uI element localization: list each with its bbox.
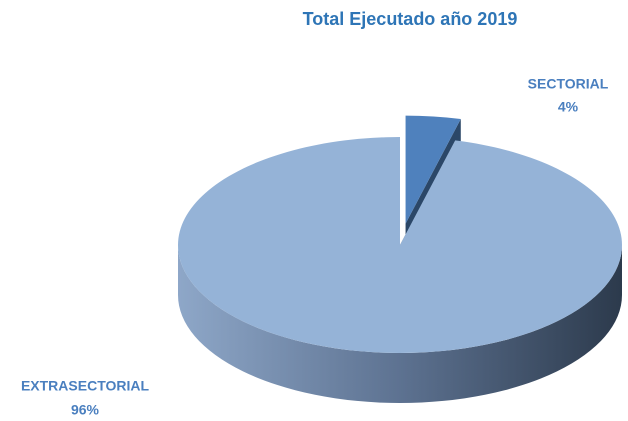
value-label: 96% xyxy=(71,402,100,418)
slice-label: EXTRASECTORIAL xyxy=(21,378,150,394)
slice-top xyxy=(405,115,461,224)
pie xyxy=(178,115,623,403)
slice xyxy=(178,137,623,403)
value-label: 4% xyxy=(558,99,579,115)
slice-wall xyxy=(178,245,622,403)
slice-label: SECTORIAL xyxy=(528,76,609,92)
chart-title: Total Ejecutado año 2019 xyxy=(303,9,518,29)
slice-top xyxy=(178,137,623,353)
